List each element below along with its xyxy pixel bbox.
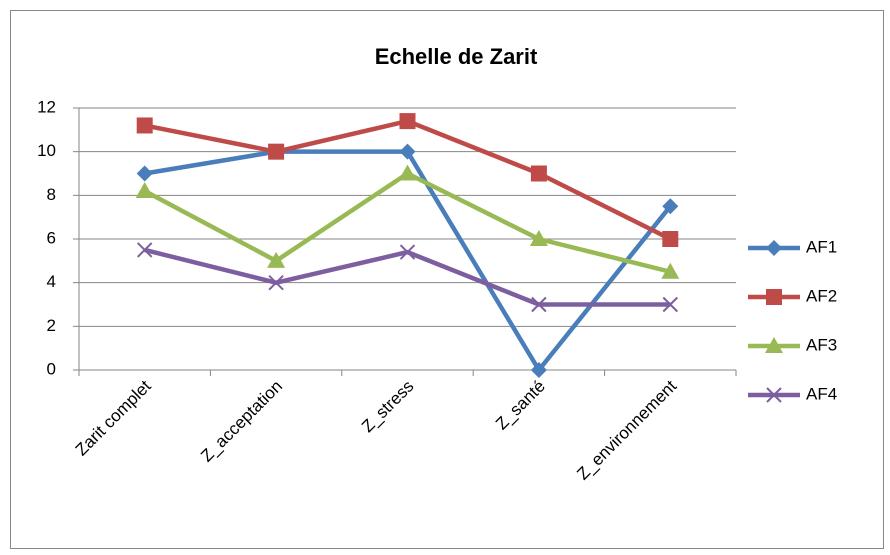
- legend-label: AF2: [806, 286, 837, 305]
- marker: [529, 230, 548, 246]
- marker: [268, 143, 285, 160]
- marker: [766, 387, 782, 403]
- y-tick-label: 8: [47, 185, 56, 204]
- marker: [399, 244, 416, 260]
- marker: [766, 240, 782, 256]
- marker: [136, 242, 153, 258]
- marker: [766, 289, 782, 305]
- y-tick-label: 12: [37, 97, 56, 116]
- marker: [765, 337, 783, 353]
- marker: [530, 165, 547, 182]
- y-tick-label: 10: [37, 141, 56, 160]
- marker: [662, 296, 679, 313]
- legend-label: AF3: [806, 335, 837, 354]
- marker: [530, 362, 547, 378]
- y-tick-label: 6: [47, 228, 56, 247]
- legend-label: AF1: [806, 237, 837, 256]
- legend-label: AF4: [806, 384, 837, 403]
- y-tick-label: 0: [47, 359, 56, 378]
- marker: [268, 274, 284, 291]
- marker: [661, 262, 680, 279]
- marker: [136, 117, 153, 134]
- y-tick-label: 2: [47, 316, 56, 335]
- chart-border: [10, 10, 884, 549]
- marker: [398, 164, 417, 181]
- marker: [399, 143, 416, 160]
- marker: [662, 231, 679, 247]
- marker: [267, 251, 286, 268]
- marker: [136, 165, 153, 182]
- y-tick-label: 4: [47, 272, 56, 291]
- marker: [399, 113, 416, 130]
- marker: [531, 296, 547, 313]
- marker: [135, 181, 154, 198]
- marker: [662, 198, 679, 215]
- chart-title: Echelle de Zarit: [375, 44, 538, 69]
